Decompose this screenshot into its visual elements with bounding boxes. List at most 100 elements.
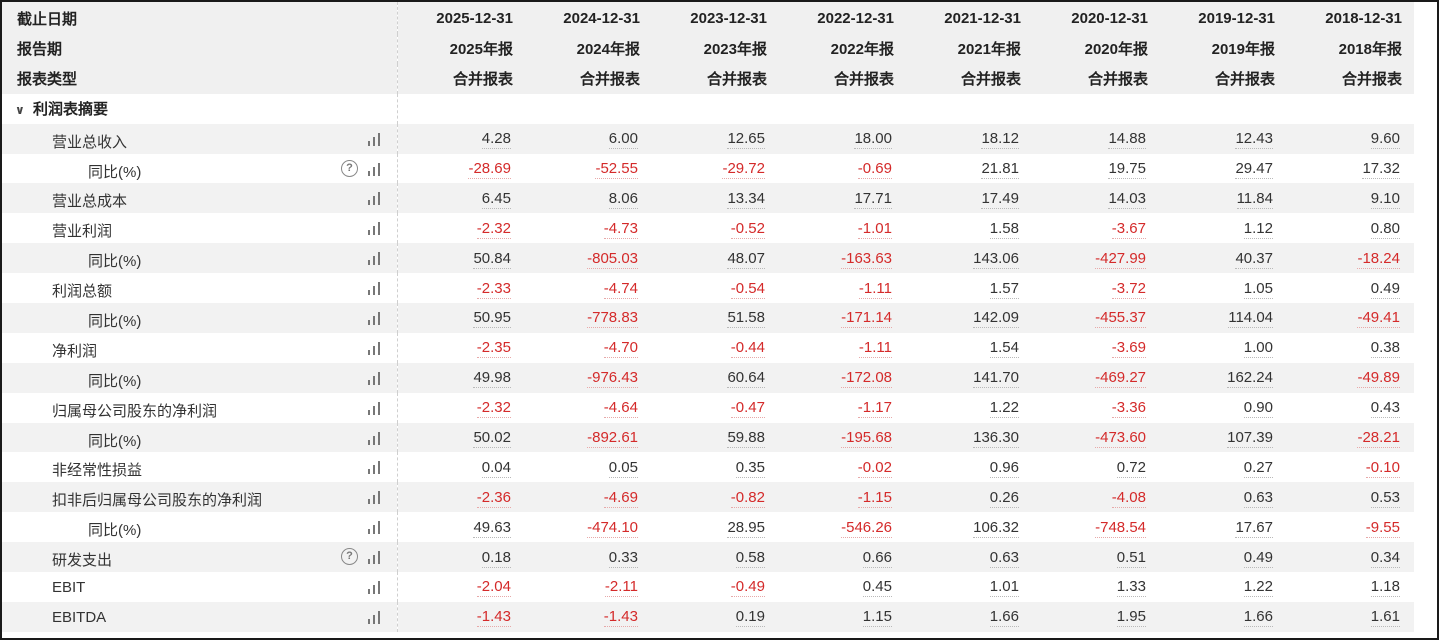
value-cell[interactable]: 0.33 <box>525 542 652 573</box>
value-cell[interactable]: -546.26 <box>779 512 906 543</box>
header-date[interactable]: 2021-12-31 <box>906 2 1033 34</box>
value-cell[interactable]: -52.55 <box>525 153 652 184</box>
bar-chart-icon[interactable] <box>368 460 384 475</box>
value-cell[interactable]: 162.24 <box>1160 362 1287 393</box>
value-cell[interactable]: 0.53 <box>1287 482 1414 513</box>
value-cell[interactable]: 0.49 <box>1287 273 1414 304</box>
value-cell[interactable]: 1.00 <box>1160 332 1287 363</box>
value-cell[interactable]: -4.69 <box>525 482 652 513</box>
bar-chart-icon[interactable] <box>368 311 384 326</box>
value-cell[interactable]: 21.81 <box>906 153 1033 184</box>
value-cell[interactable]: -1.11 <box>779 332 906 363</box>
value-cell[interactable]: 49.63 <box>398 512 525 543</box>
value-cell[interactable]: 114.04 <box>1160 303 1287 333</box>
bar-chart-icon[interactable] <box>368 550 384 565</box>
value-cell[interactable]: -892.61 <box>525 422 652 453</box>
value-cell[interactable]: -2.04 <box>398 572 525 602</box>
value-cell[interactable]: 40.37 <box>1160 243 1287 274</box>
value-cell[interactable]: 60.64 <box>652 362 779 393</box>
value-cell[interactable]: -3.36 <box>1033 392 1160 423</box>
value-cell[interactable]: 0.45 <box>779 572 906 602</box>
value-cell[interactable]: -3.67 <box>1033 213 1160 244</box>
value-cell[interactable]: 143.06 <box>906 243 1033 274</box>
bar-chart-icon[interactable] <box>368 520 384 535</box>
value-cell[interactable]: 0.58 <box>652 542 779 573</box>
value-cell[interactable]: -2.32 <box>398 392 525 423</box>
value-cell[interactable]: -2.32 <box>398 213 525 244</box>
value-cell[interactable]: 0.19 <box>652 601 779 632</box>
value-cell[interactable]: 19.75 <box>1033 153 1160 184</box>
header-date[interactable]: 2025-12-31 <box>398 2 525 34</box>
value-cell[interactable]: 48.07 <box>652 243 779 274</box>
value-cell[interactable]: -49.89 <box>1287 362 1414 393</box>
value-cell[interactable]: 49.98 <box>398 362 525 393</box>
header-date[interactable]: 2019-12-31 <box>1160 2 1287 34</box>
value-cell[interactable]: 50.02 <box>398 422 525 453</box>
value-cell[interactable]: 107.39 <box>1160 422 1287 453</box>
value-cell[interactable]: 141.70 <box>906 362 1033 393</box>
value-cell[interactable]: -28.21 <box>1287 422 1414 453</box>
value-cell[interactable]: -473.60 <box>1033 422 1160 453</box>
value-cell[interactable]: 6.00 <box>525 123 652 154</box>
value-cell[interactable]: 12.65 <box>652 123 779 154</box>
value-cell[interactable]: -1.01 <box>779 213 906 244</box>
value-cell[interactable]: 1.66 <box>906 601 1033 632</box>
value-cell[interactable]: 4.28 <box>398 123 525 154</box>
bar-chart-icon[interactable] <box>368 580 384 595</box>
value-cell[interactable]: 0.90 <box>1160 392 1287 423</box>
value-cell[interactable]: 0.63 <box>906 542 1033 573</box>
value-cell[interactable]: -171.14 <box>779 303 906 333</box>
value-cell[interactable]: 0.05 <box>525 452 652 483</box>
value-cell[interactable]: 13.34 <box>652 183 779 214</box>
value-cell[interactable]: -3.72 <box>1033 273 1160 304</box>
value-cell[interactable]: -163.63 <box>779 243 906 274</box>
value-cell[interactable]: -172.08 <box>779 362 906 393</box>
value-cell[interactable]: 14.88 <box>1033 123 1160 154</box>
value-cell[interactable]: 0.49 <box>1160 542 1287 573</box>
header-date[interactable]: 2020-12-31 <box>1033 2 1160 34</box>
bar-chart-icon[interactable] <box>368 371 384 385</box>
value-cell[interactable]: 18.12 <box>906 123 1033 154</box>
value-cell[interactable]: 28.95 <box>652 512 779 543</box>
value-cell[interactable]: 0.63 <box>1160 482 1287 513</box>
bar-chart-icon[interactable] <box>368 281 384 296</box>
bar-chart-icon[interactable] <box>368 132 384 146</box>
value-cell[interactable]: -1.43 <box>525 601 652 632</box>
value-cell[interactable]: -2.36 <box>398 482 525 513</box>
value-cell[interactable]: -455.37 <box>1033 303 1160 333</box>
value-cell[interactable]: -2.33 <box>398 273 525 304</box>
value-cell[interactable]: -0.52 <box>652 213 779 244</box>
header-date[interactable]: 2018-12-31 <box>1287 2 1414 34</box>
value-cell[interactable]: 50.84 <box>398 243 525 274</box>
value-cell[interactable]: 8.06 <box>525 183 652 214</box>
bar-chart-icon[interactable] <box>368 162 384 176</box>
value-cell[interactable]: -0.49 <box>652 572 779 602</box>
header-date[interactable]: 2022-12-31 <box>779 2 906 34</box>
value-cell[interactable]: -778.83 <box>525 303 652 333</box>
value-cell[interactable]: -748.54 <box>1033 512 1160 543</box>
value-cell[interactable]: -469.27 <box>1033 362 1160 393</box>
value-cell[interactable]: 0.27 <box>1160 452 1287 483</box>
value-cell[interactable]: 142.09 <box>906 303 1033 333</box>
value-cell[interactable]: -0.82 <box>652 482 779 513</box>
value-cell[interactable]: -4.64 <box>525 392 652 423</box>
value-cell[interactable]: 1.61 <box>1287 601 1414 632</box>
help-circle-icon[interactable]: ? <box>341 159 358 177</box>
value-cell[interactable]: 1.18 <box>1287 572 1414 602</box>
value-cell[interactable]: -0.47 <box>652 392 779 423</box>
value-cell[interactable]: 51.58 <box>652 303 779 333</box>
bar-chart-icon[interactable] <box>368 431 384 445</box>
value-cell[interactable]: 18.00 <box>779 123 906 154</box>
value-cell[interactable]: 0.26 <box>906 482 1033 513</box>
value-cell[interactable]: -4.70 <box>525 332 652 363</box>
value-cell[interactable]: -1.11 <box>779 273 906 304</box>
value-cell[interactable]: -2.11 <box>525 572 652 602</box>
value-cell[interactable]: 0.96 <box>906 452 1033 483</box>
section-toggle[interactable]: ∨ 利润表摘要 <box>2 93 398 124</box>
value-cell[interactable]: 1.95 <box>1033 601 1160 632</box>
value-cell[interactable]: 17.32 <box>1287 153 1414 184</box>
value-cell[interactable]: -474.10 <box>525 512 652 543</box>
value-cell[interactable]: 1.66 <box>1160 601 1287 632</box>
value-cell[interactable]: -976.43 <box>525 362 652 393</box>
value-cell[interactable]: -28.69 <box>398 153 525 184</box>
